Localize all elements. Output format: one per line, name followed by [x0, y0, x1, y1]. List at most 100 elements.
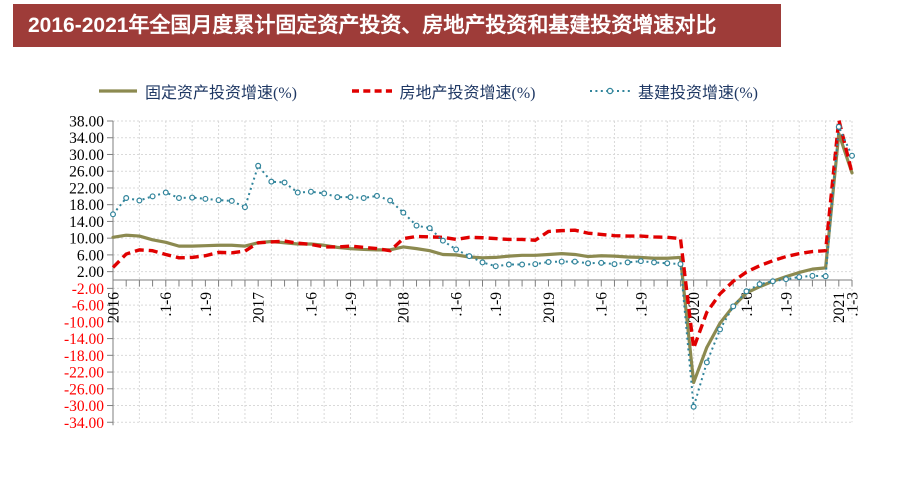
y-tick-label: -14.00: [64, 331, 104, 348]
data-point-marker: [690, 403, 697, 410]
x-tick-label: .1-6: [303, 292, 320, 317]
y-tick-label: 34.00: [69, 130, 104, 147]
gridlines: [113, 120, 853, 423]
x-tick-label: 2021: [831, 292, 848, 323]
legend-item-fixed-asset: 固定资产投资增速(%): [98, 79, 297, 103]
data-point-marker: [400, 209, 407, 216]
data-point-marker: [624, 259, 631, 266]
x-tick-label: .1-9: [343, 292, 360, 317]
data-point-marker: [466, 253, 473, 260]
page-title: 2016-2021年全国月度累计固定资产投资、房地产投资和基建投资增速对比: [28, 14, 717, 37]
x-tick-label: .1-6: [158, 292, 175, 317]
data-point-marker: [281, 179, 288, 186]
x-axis-labels: 2016 .1-6 .1-9 2017 .1-6 .1-9 2018 .1-6 .1-9 2019…: [105, 292, 861, 323]
data-point-marker: [360, 194, 367, 201]
y-axis-labels: 38.0034.0030.0026.0022.0018.0014.0010.00…: [64, 114, 104, 432]
data-point-marker: [162, 189, 169, 196]
data-point-marker: [532, 261, 539, 268]
legend-dotted-line-icon: [590, 87, 630, 95]
data-point-marker: [294, 189, 301, 196]
data-point-marker: [136, 197, 143, 204]
chart-legend: 固定资产投资增速(%) 房地产投资增速(%) 基建投资增速(%): [98, 79, 758, 103]
legend-solid-line-icon: [99, 89, 137, 93]
series-fixed-asset: [111, 131, 854, 385]
axes: [107, 120, 853, 426]
data-point-marker: [545, 259, 552, 266]
data-point-marker: [677, 261, 684, 268]
data-point-marker: [769, 278, 776, 285]
data-point-marker: [268, 178, 275, 185]
data-point-marker: [585, 260, 592, 267]
data-point-marker: [149, 193, 156, 200]
data-point-marker: [809, 272, 816, 279]
x-tick-label: .1-9: [633, 292, 650, 317]
data-point-marker: [835, 123, 842, 130]
data-point-marker: [637, 258, 644, 265]
y-tick-label: 38.00: [69, 114, 104, 131]
x-tick-label: .1-3: [844, 292, 861, 317]
y-tick-label: -30.00: [64, 398, 104, 415]
data-point-marker: [413, 222, 420, 229]
data-point-marker: [228, 197, 235, 204]
x-tick-label: .1-9: [198, 292, 215, 317]
x-tick-label: .1-6: [449, 292, 466, 317]
legend-label-infrastructure: 基建投资增速(%): [638, 85, 758, 102]
x-tick-label: .1-6: [594, 292, 611, 317]
chart-title-bar: 2016-2021年全国月度累计固定资产投资、房地产投资和基建投资增速对比: [13, 4, 781, 47]
data-point-marker: [796, 274, 803, 281]
data-point-marker: [664, 260, 671, 267]
data-point-marker: [730, 303, 737, 310]
x-tick-label: 2016: [105, 292, 122, 323]
series-infrastructure: [109, 123, 855, 410]
y-tick-label: 22.00: [69, 180, 104, 197]
y-tick-label: -18.00: [64, 348, 104, 365]
series-line-infrastructure: [112, 125, 853, 408]
data-point-marker: [426, 225, 433, 232]
data-point-marker: [479, 259, 486, 266]
data-point-marker: [321, 190, 328, 197]
data-point-marker: [492, 263, 499, 270]
y-tick-label: -26.00: [64, 381, 104, 398]
legend-label-real-estate: 房地产投资增速(%): [399, 85, 536, 102]
y-tick-label: 10.00: [69, 231, 104, 248]
data-point-marker: [717, 326, 724, 333]
series-line-real-estate: [111, 118, 854, 350]
data-point-marker: [215, 197, 222, 204]
y-tick-label: 14.00: [69, 214, 104, 231]
y-tick-label: -6.00: [72, 298, 105, 315]
y-tick-label: 6.00: [77, 247, 104, 264]
series-line-fixed-asset: [111, 131, 854, 385]
data-point-marker: [598, 259, 605, 266]
data-point-marker: [175, 194, 182, 201]
data-point-marker: [558, 258, 565, 265]
y-tick-label: -34.00: [64, 415, 104, 432]
y-tick-label: 26.00: [69, 164, 104, 181]
legend-dashed-line-icon: [351, 89, 392, 93]
data-point-marker: [307, 188, 314, 195]
data-point-marker: [202, 195, 209, 202]
data-point-marker: [519, 261, 526, 268]
data-point-marker: [743, 288, 750, 295]
data-point-marker: [109, 211, 116, 218]
data-point-marker: [123, 194, 130, 201]
data-point-marker: [241, 204, 248, 211]
data-point-marker: [255, 162, 262, 169]
x-tick-label: .1-9: [488, 292, 505, 317]
data-point-marker: [189, 194, 196, 201]
y-tick-label: -2.00: [72, 281, 105, 298]
data-point-marker: [848, 152, 855, 159]
data-point-marker: [783, 276, 790, 283]
data-point-marker: [756, 281, 763, 288]
data-point-marker: [387, 197, 394, 204]
x-tick-label: 2018: [396, 292, 413, 323]
y-tick-label: 18.00: [69, 197, 104, 214]
legend-label-fixed-asset: 固定资产投资增速(%): [145, 85, 297, 102]
y-tick-label: 2.00: [77, 264, 104, 281]
legend-item-infrastructure: 基建投资增速(%): [589, 79, 758, 103]
data-point-marker: [571, 258, 578, 265]
data-point-marker: [347, 194, 354, 201]
y-tick-label: 30.00: [69, 147, 104, 164]
data-point-marker: [651, 259, 658, 266]
legend-item-real-estate: 房地产投资增速(%): [351, 79, 536, 103]
